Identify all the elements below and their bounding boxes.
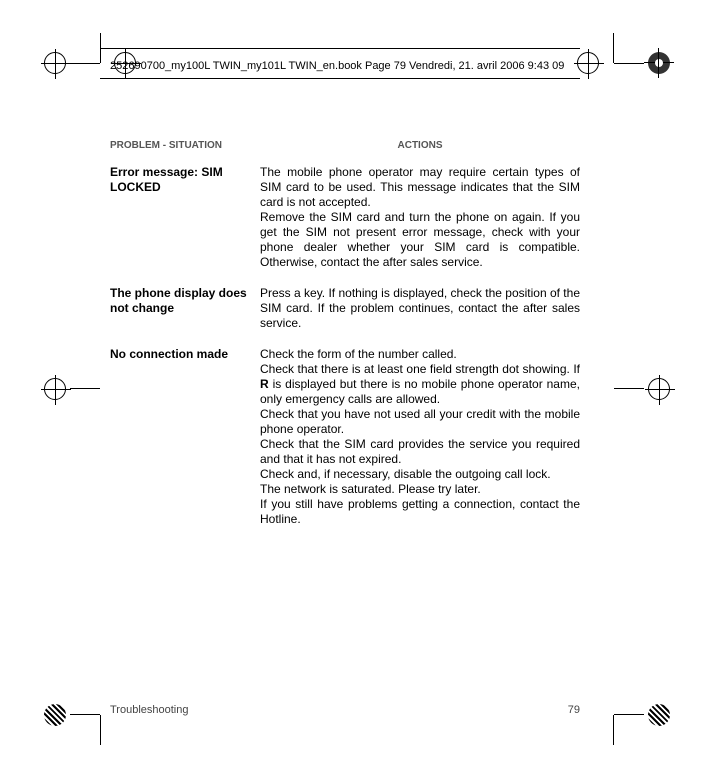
problem-cell: Error message: SIM LOCKED [110,165,260,270]
problem-cell: No connection made [110,347,260,527]
header-rule [100,48,580,49]
reg-mark-solid-icon [648,52,670,74]
reg-mark-icon [44,52,66,74]
actions-cell: Check the form of the number called.Chec… [260,347,580,527]
troubleshooting-table: PROBLEM - SITUATION ACTIONS Error messag… [110,140,580,543]
header-metadata: 252690700_my100L TWIN_my101L TWIN_en.boo… [110,60,564,72]
header-problem: PROBLEM - SITUATION [110,140,260,151]
table-header: PROBLEM - SITUATION ACTIONS [110,140,580,151]
reg-mark-icon [648,378,670,400]
reg-striped-icon [44,704,66,726]
page-footer: Troubleshooting 79 [110,704,580,716]
reg-striped-icon [648,704,670,726]
header-actions: ACTIONS [260,140,580,151]
problem-cell: The phone display does not change [110,286,260,331]
footer-section: Troubleshooting [110,704,188,716]
actions-cell: Press a key. If nothing is displayed, ch… [260,286,580,331]
actions-cell: The mobile phone operator may require ce… [260,165,580,270]
reg-mark-icon [44,378,66,400]
table-row: Error message: SIM LOCKED The mobile pho… [110,165,580,270]
table-row: The phone display does not change Press … [110,286,580,331]
table-row: No connection made Check the form of the… [110,347,580,527]
footer-page: 79 [568,704,580,716]
header-rule [100,78,580,79]
reg-mark-icon [577,52,599,74]
